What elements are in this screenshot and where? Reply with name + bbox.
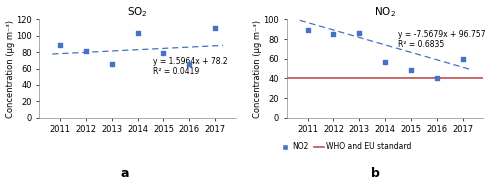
Point [160, 52, 168, 54]
Legend: NO2, WHO and EU standard: NO2, WHO and EU standard [278, 139, 414, 154]
Point [82, 50, 90, 53]
Point [407, 68, 415, 71]
Point [211, 27, 219, 30]
Title: NO$_2$: NO$_2$ [374, 6, 396, 19]
Point [356, 32, 364, 35]
Point [458, 57, 466, 60]
Text: b: b [370, 167, 380, 180]
Point [433, 77, 441, 80]
Title: SO$_2$: SO$_2$ [128, 6, 148, 19]
Point [108, 63, 116, 66]
Point [56, 43, 64, 46]
Text: y = 1.5964x + 78.2
R² = 0.0419: y = 1.5964x + 78.2 R² = 0.0419 [153, 57, 228, 76]
Text: y = -7.5679x + 96.757
R² = 0.6835: y = -7.5679x + 96.757 R² = 0.6835 [398, 29, 486, 49]
Y-axis label: Concentration (μg m⁻³): Concentration (μg m⁻³) [6, 19, 15, 118]
Point [304, 29, 312, 32]
Y-axis label: Concentration (μg m⁻³): Concentration (μg m⁻³) [253, 19, 262, 118]
Point [330, 33, 338, 35]
Point [134, 32, 141, 35]
Point [381, 60, 389, 63]
Point [186, 63, 194, 66]
Text: a: a [121, 167, 129, 180]
